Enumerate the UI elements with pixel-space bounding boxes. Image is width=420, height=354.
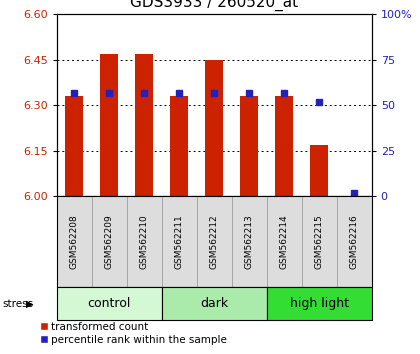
- Text: ▶: ▶: [26, 299, 34, 309]
- Bar: [205, 60, 223, 196]
- Bar: [302, 196, 337, 287]
- Bar: [267, 196, 302, 287]
- Text: GSM562209: GSM562209: [105, 214, 114, 269]
- Text: GSM562214: GSM562214: [280, 214, 289, 269]
- Bar: [66, 96, 83, 196]
- Text: GSM562212: GSM562212: [210, 214, 219, 269]
- Bar: [197, 196, 232, 287]
- Title: GDS3933 / 260520_at: GDS3933 / 260520_at: [130, 0, 298, 11]
- Bar: [171, 96, 188, 196]
- Text: GSM562215: GSM562215: [315, 214, 324, 269]
- Text: dark: dark: [200, 297, 228, 310]
- Bar: [57, 196, 92, 287]
- Bar: [276, 96, 293, 196]
- Text: control: control: [87, 297, 131, 310]
- Text: GSM562208: GSM562208: [70, 214, 79, 269]
- Bar: [267, 287, 372, 320]
- Text: GSM562211: GSM562211: [175, 214, 184, 269]
- Text: stress: stress: [2, 299, 33, 309]
- Text: GSM562216: GSM562216: [350, 214, 359, 269]
- Bar: [100, 54, 118, 196]
- Legend: transformed count, percentile rank within the sample: transformed count, percentile rank withi…: [40, 322, 227, 345]
- Bar: [241, 96, 258, 196]
- Bar: [337, 196, 372, 287]
- Text: GSM562210: GSM562210: [140, 214, 149, 269]
- Bar: [162, 196, 197, 287]
- Text: GSM562213: GSM562213: [245, 214, 254, 269]
- Bar: [232, 196, 267, 287]
- Bar: [162, 287, 267, 320]
- Bar: [57, 287, 162, 320]
- Bar: [310, 145, 328, 196]
- Bar: [92, 196, 127, 287]
- Bar: [127, 196, 162, 287]
- Text: high light: high light: [290, 297, 349, 310]
- Bar: [136, 54, 153, 196]
